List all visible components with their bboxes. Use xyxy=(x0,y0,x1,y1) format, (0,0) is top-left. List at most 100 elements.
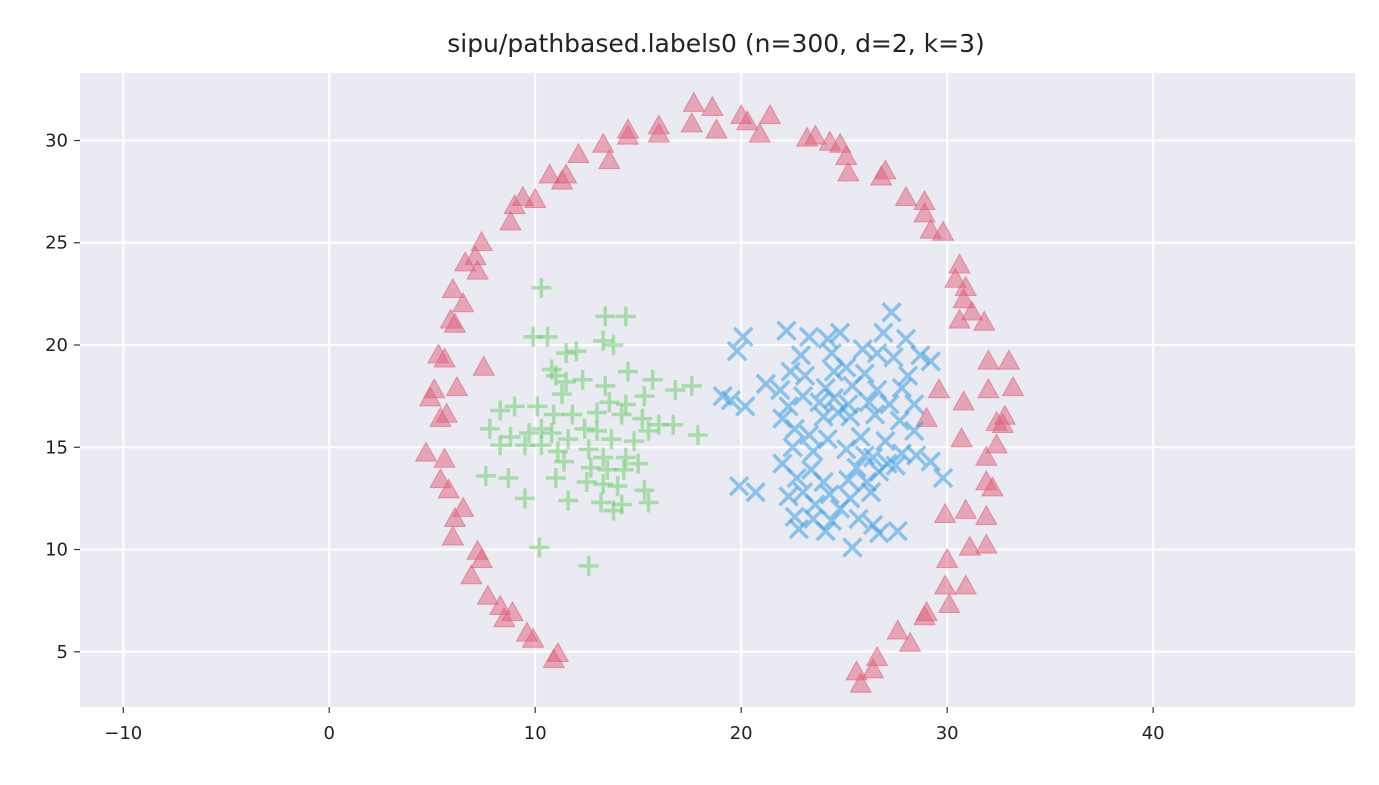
x-point xyxy=(770,379,791,401)
x-point xyxy=(827,402,849,423)
plus-point xyxy=(638,492,659,513)
triangle-point xyxy=(1001,375,1025,397)
y-tick-label: 20 xyxy=(45,335,68,356)
triangle-point xyxy=(913,604,936,626)
x-point xyxy=(780,361,801,382)
triangle-point xyxy=(550,169,574,190)
x-point xyxy=(829,322,851,343)
x-point xyxy=(932,467,954,489)
triangle-point xyxy=(429,467,452,489)
x-point xyxy=(788,518,810,540)
plus-point xyxy=(537,326,558,347)
x-point xyxy=(817,328,838,350)
plus-point xyxy=(681,375,702,396)
triangle-point xyxy=(542,647,566,669)
plus-point xyxy=(572,369,593,390)
x-point xyxy=(858,392,880,413)
triangle-point xyxy=(441,525,465,546)
plus-point xyxy=(634,386,655,407)
plus-point xyxy=(587,402,608,423)
x-point xyxy=(776,320,797,341)
plus-point xyxy=(543,404,564,425)
plus-point xyxy=(615,394,636,415)
x-point xyxy=(803,441,824,462)
triangle-point xyxy=(758,103,782,125)
x-point xyxy=(903,394,925,415)
plus-point xyxy=(593,474,614,495)
plus-point xyxy=(556,343,577,364)
triangle-point xyxy=(958,535,982,556)
x-point xyxy=(726,340,748,362)
x-point xyxy=(821,510,843,532)
plus-point xyxy=(638,420,659,441)
y-axis-ticks: 5 10 15 20 25 30 xyxy=(45,130,80,663)
x-tick-label: 10 xyxy=(524,723,547,744)
x-point xyxy=(879,394,900,415)
plus-point xyxy=(547,441,568,462)
triangle-point xyxy=(944,267,967,288)
triangle-point xyxy=(503,193,526,215)
x-tick-label: 0 xyxy=(324,723,335,744)
plus-point xyxy=(475,465,496,486)
triangle-point xyxy=(931,220,955,241)
triangle-point xyxy=(523,187,547,208)
triangle-point xyxy=(886,619,910,640)
triangle-point xyxy=(445,375,469,397)
triangle-point xyxy=(954,574,978,595)
triangle-point xyxy=(834,144,858,166)
triangle-point xyxy=(591,132,615,153)
x-point xyxy=(813,406,834,427)
plus-point xyxy=(599,392,620,413)
triangle-point xyxy=(948,253,971,274)
plus-point xyxy=(632,408,653,429)
triangle-point xyxy=(985,433,1008,454)
x-point xyxy=(873,322,894,343)
x-tick-label: −10 xyxy=(104,723,142,744)
chart-title: sipu/pathbased.labels0 (n=300, d=2, k=3) xyxy=(447,29,985,58)
plus-point xyxy=(551,384,572,405)
triangle-point xyxy=(935,547,959,568)
x-point xyxy=(786,467,808,489)
triangle-point xyxy=(927,377,951,399)
triangle-point xyxy=(441,277,465,298)
triangle-point xyxy=(948,308,971,329)
x-point xyxy=(883,347,904,368)
x-point xyxy=(895,328,917,350)
x-point xyxy=(733,326,754,348)
x-point xyxy=(848,508,869,530)
plus-point xyxy=(665,380,686,400)
x-point xyxy=(887,520,908,542)
x-point xyxy=(728,475,750,497)
x-point xyxy=(885,455,906,476)
triangle-point xyxy=(952,390,975,411)
triangle-point xyxy=(433,347,456,368)
plus-point xyxy=(479,418,500,439)
triangle-point xyxy=(869,165,893,186)
grid-lines xyxy=(80,73,1355,707)
plus-point xyxy=(578,439,599,460)
plus-point xyxy=(527,396,548,417)
plus-point xyxy=(531,277,552,298)
x-point xyxy=(813,471,834,493)
x-point xyxy=(840,406,861,427)
x-point xyxy=(835,439,857,460)
triangle-point xyxy=(443,506,467,528)
x-point xyxy=(735,396,756,417)
triangle-point xyxy=(952,287,975,309)
plus-point xyxy=(545,467,566,488)
x-point xyxy=(852,338,873,360)
plus-point xyxy=(558,490,579,511)
plus-point xyxy=(578,555,599,576)
triangle-point xyxy=(433,447,456,468)
triangle-point xyxy=(451,496,475,517)
x-point xyxy=(798,424,820,446)
triangle-point xyxy=(493,607,516,628)
triangle-point xyxy=(435,402,458,423)
plus-point xyxy=(601,429,622,450)
plus-point xyxy=(558,429,579,450)
triangle-point xyxy=(950,427,973,448)
x-point xyxy=(794,365,816,386)
triangle-point xyxy=(993,404,1017,425)
x-point xyxy=(862,447,884,468)
